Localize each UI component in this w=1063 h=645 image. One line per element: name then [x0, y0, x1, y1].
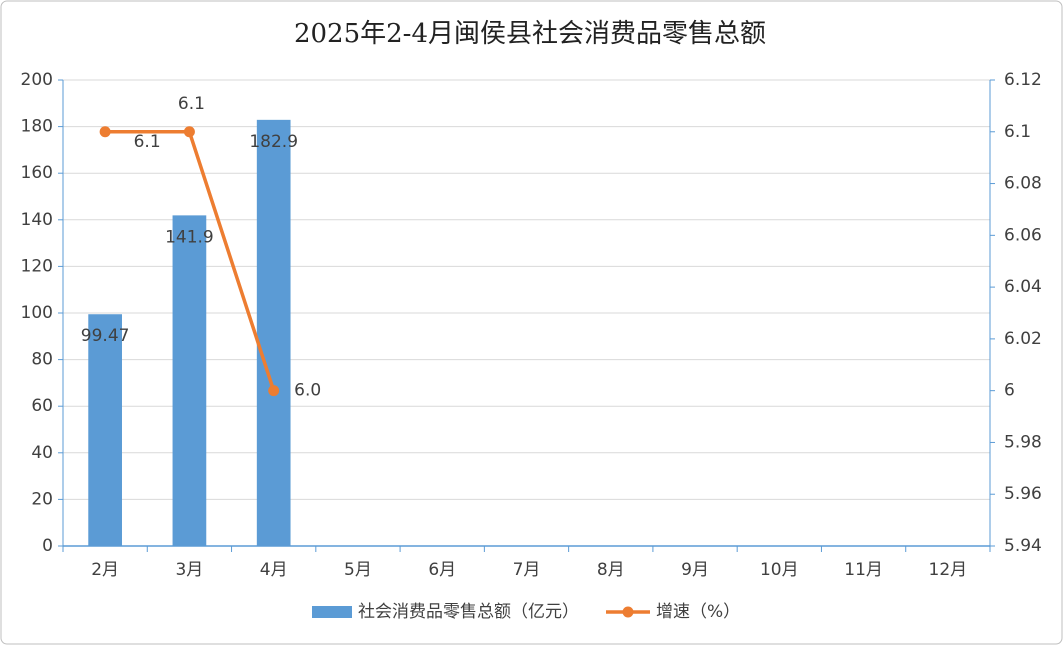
- legend-label: 社会消费品零售总额（亿元）: [358, 602, 579, 622]
- y-tick-label: 180: [21, 117, 53, 137]
- bar: [172, 215, 207, 547]
- line-value-label: 6.0: [294, 381, 321, 401]
- x-tick-label: 11月: [844, 560, 883, 580]
- x-tick-label: 8月: [597, 560, 625, 580]
- line-point: [268, 385, 280, 397]
- legend-swatch: [622, 606, 634, 618]
- y-tick-label: 140: [21, 210, 53, 230]
- y2-tick-label: 6: [1004, 381, 1015, 401]
- bar-value-label: 141.9: [165, 227, 214, 247]
- y-tick-label: 160: [21, 163, 53, 183]
- y-tick-label: 40: [31, 443, 53, 463]
- y-tick-label: 100: [21, 303, 53, 323]
- x-tick-label: 7月: [513, 560, 541, 580]
- bar: [88, 314, 122, 546]
- line-point: [99, 126, 111, 138]
- line-value-label: 6.1: [178, 94, 205, 114]
- y2-tick-label: 6.08: [1004, 174, 1042, 194]
- y-tick-label: 20: [31, 489, 53, 509]
- legend-label: 增速（%）: [656, 602, 740, 622]
- y2-tick-label: 6.06: [1004, 225, 1042, 245]
- bar-value-label: 99.47: [81, 326, 130, 346]
- y2-tick-label: 6.1: [1004, 122, 1031, 142]
- x-tick-label: 4月: [260, 560, 288, 580]
- y-tick-label: 80: [31, 350, 53, 370]
- x-tick-label: 10月: [760, 560, 799, 580]
- bar: [256, 119, 291, 546]
- legend-swatch: [312, 606, 352, 618]
- y2-tick-label: 6.12: [1004, 70, 1042, 90]
- x-tick-label: 12月: [929, 560, 968, 580]
- y-tick-label: 120: [21, 256, 53, 276]
- line-value-label: 6.1: [134, 132, 161, 152]
- y2-tick-label: 6.02: [1004, 329, 1042, 349]
- y2-tick-label: 5.96: [1004, 484, 1042, 504]
- x-tick-label: 3月: [175, 560, 203, 580]
- chart-title: 2025年2-4月闽侯县社会消费品零售总额: [294, 19, 766, 49]
- y-tick-label: 60: [31, 396, 53, 416]
- y-tick-label: 200: [21, 70, 53, 90]
- x-tick-label: 2月: [91, 560, 119, 580]
- y2-tick-label: 5.98: [1004, 432, 1042, 452]
- y-tick-label: 0: [42, 536, 53, 556]
- line-point: [183, 126, 195, 138]
- x-tick-label: 9月: [681, 560, 709, 580]
- x-tick-label: 5月: [344, 560, 372, 580]
- x-tick-label: 6月: [428, 560, 456, 580]
- y2-tick-label: 5.94: [1004, 536, 1042, 556]
- y2-tick-label: 6.04: [1004, 277, 1042, 297]
- bar-value-label: 182.9: [249, 132, 298, 152]
